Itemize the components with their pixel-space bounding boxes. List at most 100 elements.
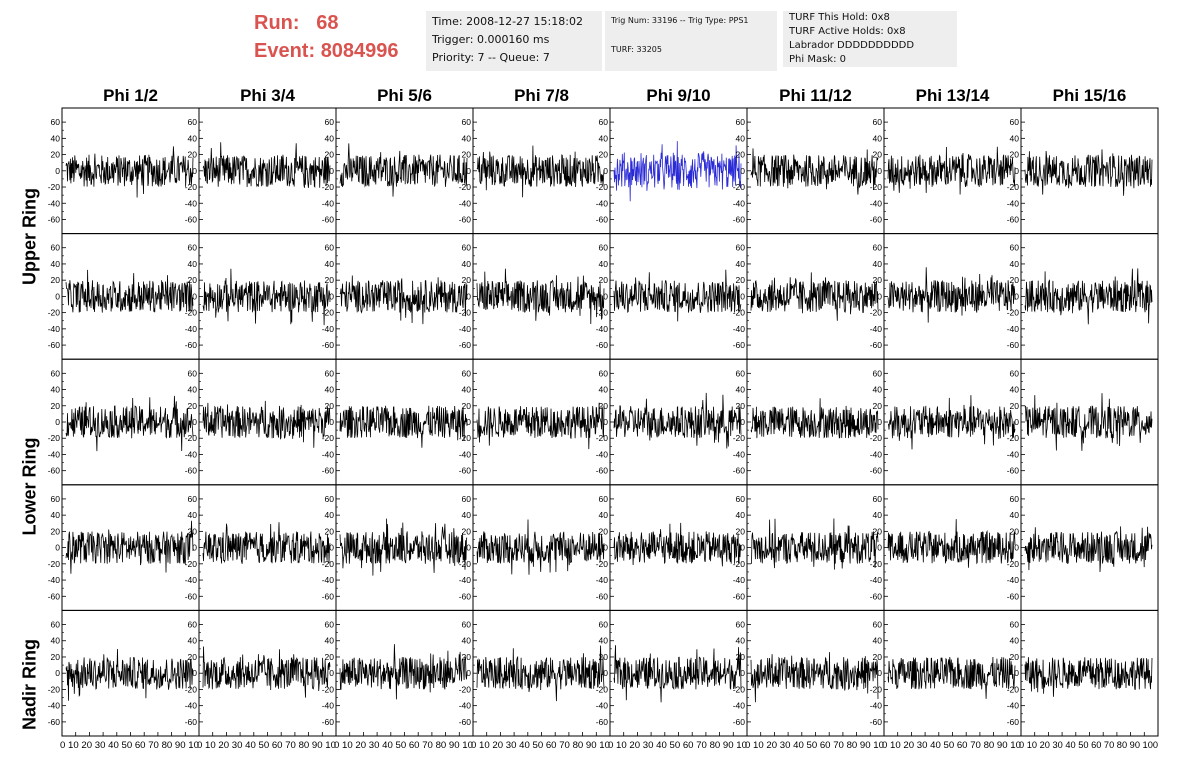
y-tick-label: -60: [459, 466, 472, 476]
y-tick-label: 60: [736, 243, 746, 253]
y-tick-label: 60: [873, 243, 883, 253]
event-label: Event: 8084996: [254, 40, 399, 62]
y-tick-label: 20: [873, 150, 883, 160]
y-tick-label: 40: [736, 510, 746, 520]
y-tick-label: 40: [736, 636, 746, 646]
y-tick-label: 0: [1014, 417, 1019, 427]
info-trig-box: Trig Num: 33196 -- Trig Type: PPS1 TURF:…: [605, 11, 777, 71]
y-tick-label: 0: [466, 543, 471, 553]
y-tick-label: 40: [1010, 636, 1020, 646]
waveform-trace: [65, 146, 194, 198]
y-tick-label: -60: [733, 214, 746, 224]
y-tick-label: -60: [459, 717, 472, 727]
y-tick-label: -20: [596, 308, 609, 318]
y-tick-label: -20: [733, 433, 746, 443]
y-tick-label: 0: [55, 543, 60, 553]
y-tick-label: 40: [599, 510, 609, 520]
y-tick-label: 40: [325, 133, 335, 143]
y-tick-label: 0: [55, 417, 60, 427]
y-tick-label: 0: [192, 291, 197, 301]
waveform-trace: [65, 395, 194, 452]
y-tick-label: 40: [599, 259, 609, 269]
y-tick-label: -20: [733, 308, 746, 318]
y-tick-label: 40: [325, 510, 335, 520]
y-tick-label: 0: [1014, 166, 1019, 176]
y-tick-label: -40: [459, 575, 472, 585]
y-tick-label: -60: [870, 214, 883, 224]
y-tick-label: -20: [48, 182, 61, 192]
y-tick-label: 0: [192, 543, 197, 553]
y-tick-label: -40: [185, 575, 198, 585]
y-tick-label: 60: [1010, 368, 1020, 378]
column-header-5: Phi 9/10: [646, 86, 711, 105]
y-tick-label: 40: [188, 133, 198, 143]
y-tick-label: 20: [462, 275, 472, 285]
waveform-trace: [750, 652, 879, 703]
y-tick-label: 40: [325, 259, 335, 269]
y-tick-label: -60: [185, 591, 198, 601]
y-tick-label: 20: [599, 275, 609, 285]
y-tick-label: -40: [459, 198, 472, 208]
y-tick-label: -20: [870, 433, 883, 443]
waveform-trace: [613, 645, 742, 703]
y-tick-label: -20: [459, 433, 472, 443]
x-tick-label: 0 10 20 30 40 50 60 70 80 90 10: [60, 740, 199, 751]
y-tick-label: 20: [599, 526, 609, 536]
y-tick-label: -60: [322, 591, 335, 601]
y-tick-label: 0: [877, 291, 882, 301]
y-tick-label: -40: [185, 324, 198, 334]
y-tick-label: 20: [188, 150, 198, 160]
y-tick-label: 40: [599, 636, 609, 646]
y-tick-label: 60: [873, 494, 883, 504]
waveform-trace: [202, 400, 331, 448]
y-tick-label: 0: [603, 668, 608, 678]
y-tick-label: -20: [1007, 559, 1020, 569]
y-tick-label: 20: [462, 526, 472, 536]
y-tick-label: -60: [185, 466, 198, 476]
waveform-trace: [1024, 393, 1153, 451]
y-tick-label: 60: [462, 620, 472, 630]
y-tick-label: -60: [1007, 591, 1020, 601]
waveform-trace: [613, 522, 742, 567]
y-tick-label: -40: [596, 324, 609, 334]
y-tick-label: -40: [733, 324, 746, 334]
y-tick-label: -60: [1007, 717, 1020, 727]
y-tick-label: 40: [1010, 510, 1020, 520]
waveform-trace: [613, 141, 742, 202]
y-tick-label: 60: [188, 494, 198, 504]
waveform-trace: [339, 518, 468, 576]
panel-frame: [198, 358, 337, 486]
y-tick-label: 60: [873, 368, 883, 378]
y-tick-label: -40: [322, 449, 335, 459]
y-tick-label: -20: [870, 684, 883, 694]
y-tick-label: 60: [736, 620, 746, 630]
y-tick-label: 20: [325, 275, 335, 285]
y-tick-label: -20: [322, 308, 335, 318]
y-tick-label: -60: [459, 340, 472, 350]
y-tick-label: 20: [1010, 401, 1020, 411]
y-tick-label: 60: [188, 368, 198, 378]
y-tick-label: 20: [188, 526, 198, 536]
y-tick-label: 60: [462, 494, 472, 504]
y-tick-label: -40: [596, 701, 609, 711]
waveform-trace: [887, 656, 1016, 699]
y-tick-label: -40: [733, 701, 746, 711]
waveform-trace: [613, 392, 742, 449]
y-tick-label: 60: [462, 243, 472, 253]
y-tick-label: 0: [877, 668, 882, 678]
y-tick-label: 0: [877, 543, 882, 553]
y-tick-label: -60: [322, 214, 335, 224]
y-tick-label: 0: [192, 417, 197, 427]
waveform-trace: [476, 145, 605, 198]
y-tick-label: 60: [873, 620, 883, 630]
y-tick-label: 60: [462, 368, 472, 378]
y-tick-label: -40: [870, 449, 883, 459]
y-tick-label: -20: [870, 182, 883, 192]
x-tick-label: 0 10 20 30 40 50 60 70 80 90 10: [882, 740, 1021, 751]
waveform-trace: [887, 519, 1016, 568]
y-tick-label: 60: [736, 494, 746, 504]
y-tick-label: 0: [603, 417, 608, 427]
y-tick-label: -40: [733, 449, 746, 459]
y-tick-label: 0: [329, 668, 334, 678]
y-tick-label: 0: [603, 543, 608, 553]
